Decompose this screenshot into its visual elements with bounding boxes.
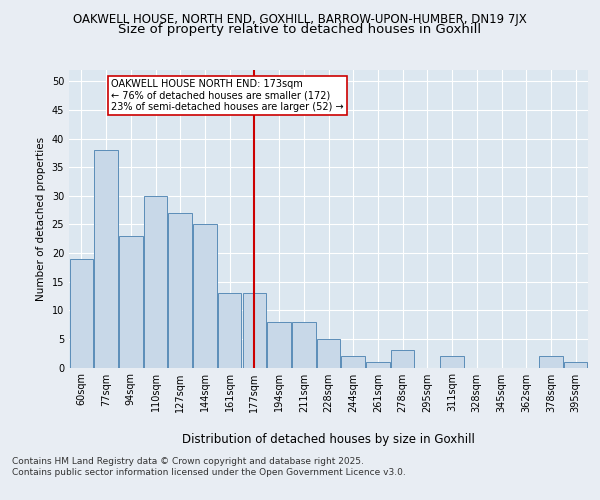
Text: OAKWELL HOUSE, NORTH END, GOXHILL, BARROW-UPON-HUMBER, DN19 7JX: OAKWELL HOUSE, NORTH END, GOXHILL, BARRO… bbox=[73, 12, 527, 26]
Text: OAKWELL HOUSE NORTH END: 173sqm
← 76% of detached houses are smaller (172)
23% o: OAKWELL HOUSE NORTH END: 173sqm ← 76% of… bbox=[111, 78, 344, 112]
Bar bbox=[391, 350, 415, 368]
Bar bbox=[193, 224, 217, 368]
Bar bbox=[169, 213, 192, 368]
Bar bbox=[144, 196, 167, 368]
Bar bbox=[119, 236, 143, 368]
Text: Contains HM Land Registry data © Crown copyright and database right 2025.
Contai: Contains HM Land Registry data © Crown c… bbox=[12, 458, 406, 477]
Bar bbox=[341, 356, 365, 368]
Bar bbox=[564, 362, 587, 368]
Text: Distribution of detached houses by size in Goxhill: Distribution of detached houses by size … bbox=[182, 432, 475, 446]
Text: Size of property relative to detached houses in Goxhill: Size of property relative to detached ho… bbox=[118, 24, 482, 36]
Bar bbox=[218, 293, 241, 368]
Bar bbox=[366, 362, 389, 368]
Bar bbox=[317, 339, 340, 368]
Bar bbox=[292, 322, 316, 368]
Bar bbox=[94, 150, 118, 368]
Y-axis label: Number of detached properties: Number of detached properties bbox=[36, 136, 46, 301]
Bar bbox=[70, 259, 93, 368]
Bar bbox=[242, 293, 266, 368]
Bar bbox=[440, 356, 464, 368]
Bar bbox=[539, 356, 563, 368]
Bar bbox=[268, 322, 291, 368]
